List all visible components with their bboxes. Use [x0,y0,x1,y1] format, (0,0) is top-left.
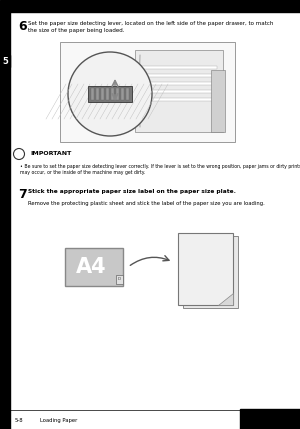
Text: 5: 5 [2,57,8,66]
Bar [88,86,132,102]
Text: A4: A4 [76,257,106,277]
Bar [139,74,217,77]
Text: Stick the appropriate paper size label on the paper size plate.: Stick the appropriate paper size label o… [28,189,236,194]
Bar [91,88,94,100]
Bar [65,248,123,286]
Bar [0,0,300,12]
Polygon shape [178,233,233,305]
Text: D: D [118,278,121,281]
Text: IMPORTANT: IMPORTANT [30,151,71,156]
Circle shape [68,52,152,136]
Bar [240,409,300,429]
Text: Set the paper size detecting lever, located on the left side of the paper drawer: Set the paper size detecting lever, loca… [28,21,273,33]
Text: Routine Maintenance: Routine Maintenance [2,102,8,158]
Text: • Be sure to set the paper size detecting lever correctly. If the lever is set t: • Be sure to set the paper size detectin… [20,164,300,175]
Text: 7: 7 [18,188,27,201]
Text: Loading Paper: Loading Paper [40,418,77,423]
Bar [139,90,217,93]
Circle shape [14,148,25,160]
Text: Remove the protecting plastic sheet and stick the label of the paper size you ar: Remove the protecting plastic sheet and … [28,201,265,206]
Polygon shape [218,293,233,305]
Bar [126,88,129,100]
Bar [139,66,217,69]
Bar [139,98,217,101]
Bar [0,12,10,429]
Bar [121,88,124,100]
Bar [106,88,109,100]
Text: 6: 6 [18,20,27,33]
Text: 5-8: 5-8 [15,418,24,423]
Bar [211,70,225,132]
Bar [116,88,119,100]
Bar [0,55,10,67]
Bar [101,88,104,100]
Bar [139,82,217,85]
Polygon shape [183,236,238,308]
Bar [135,50,223,132]
Bar [111,88,114,100]
Bar [60,42,235,142]
Bar [96,88,99,100]
Bar [116,275,123,284]
